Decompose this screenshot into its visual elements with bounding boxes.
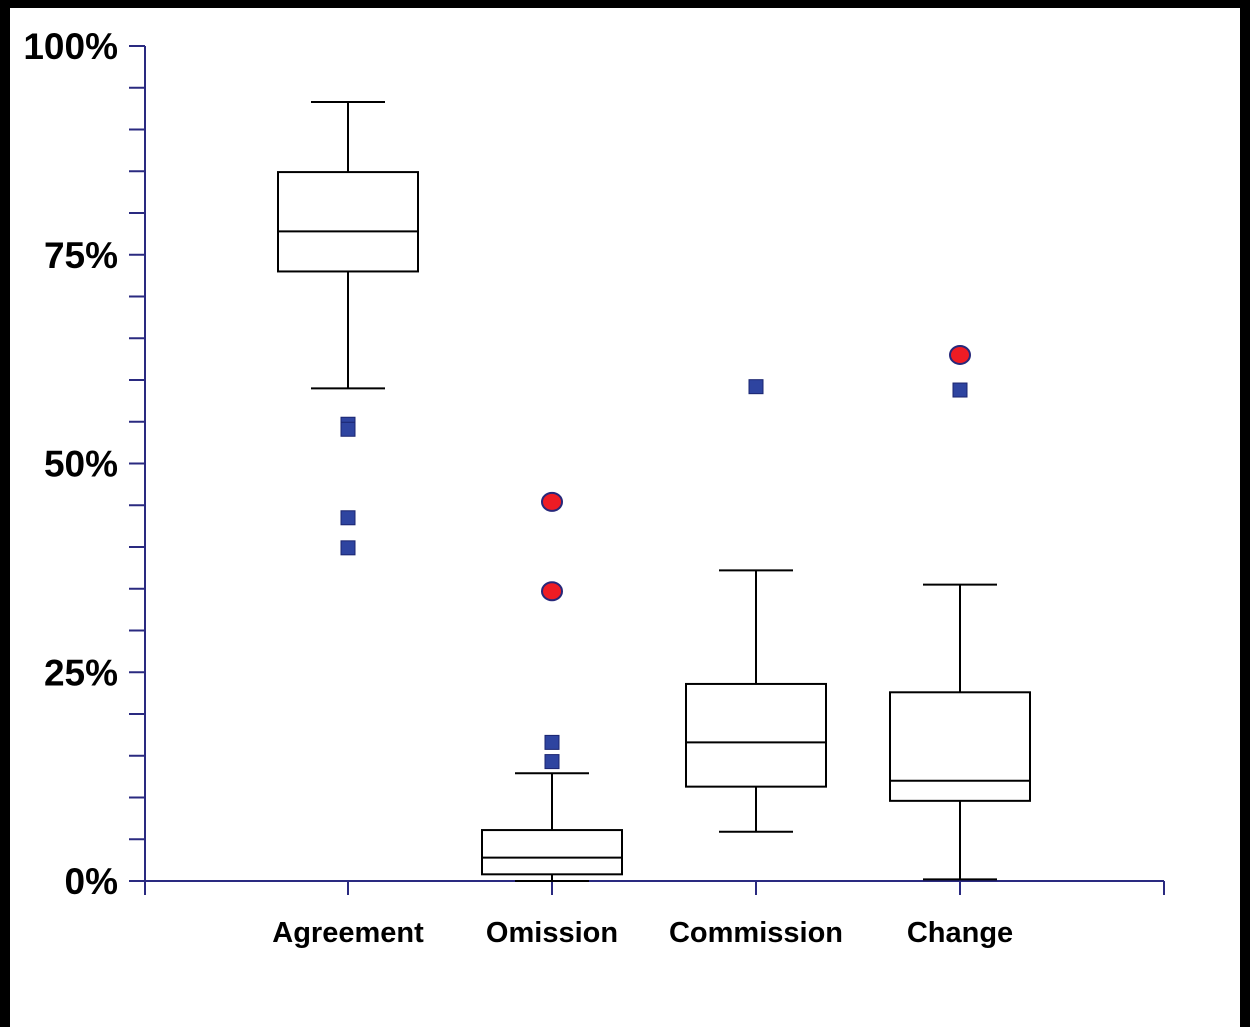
x-category-label: Omission: [486, 917, 618, 949]
outlier-square: [544, 734, 560, 750]
x-category-label: Agreement: [272, 917, 424, 949]
outlier-square: [340, 510, 356, 526]
label-layer: 0% 25% 50% 75% 100% Agreement Omission Commissi…: [23, 26, 1013, 949]
y-tick-label: 25%: [44, 652, 118, 693]
outlier-square: [544, 754, 560, 770]
axis-layer: [129, 45, 1165, 895]
outlier-layer: [340, 344, 971, 770]
outlier-square: [952, 382, 968, 398]
y-tick-label: 50%: [44, 444, 118, 485]
outlier-square: [340, 421, 356, 437]
outlier-circle: [541, 581, 563, 602]
box-iqr: [481, 829, 623, 876]
outlier-circle: [541, 491, 563, 512]
x-category-label: Change: [907, 917, 1013, 949]
box-layer: [277, 100, 1031, 882]
y-tick-label: 75%: [44, 235, 118, 276]
box-iqr: [685, 682, 827, 788]
box-iqr: [277, 171, 419, 273]
outlier-square: [340, 540, 356, 556]
x-category-label: Commission: [669, 917, 843, 949]
y-tick-label: 0%: [65, 861, 118, 902]
outlier-square: [748, 379, 764, 395]
y-tick-label: 100%: [23, 26, 118, 67]
box-iqr: [889, 691, 1031, 802]
outlier-circle: [949, 344, 971, 365]
